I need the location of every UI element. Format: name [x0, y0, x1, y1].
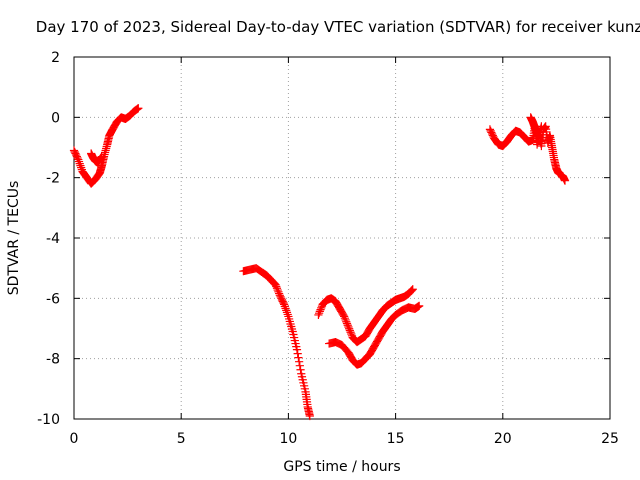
- data-point: [292, 345, 302, 354]
- data-point: [486, 126, 495, 136]
- data-point: [288, 327, 297, 336]
- y-tick-label: -6: [46, 291, 60, 307]
- data-point: [300, 381, 309, 390]
- data-point: [70, 147, 79, 157]
- x-tick-label: 25: [601, 431, 619, 447]
- data-point: [339, 311, 348, 320]
- data-point: [290, 333, 299, 342]
- data-point: [73, 153, 82, 163]
- data-point: [300, 384, 309, 393]
- data-point: [71, 149, 80, 158]
- data-point: [487, 128, 496, 137]
- y-tick-label: 2: [51, 50, 60, 66]
- data-point: [487, 129, 497, 139]
- y-tick-label: -2: [46, 171, 60, 187]
- data-point: [279, 298, 288, 307]
- y-tick-label: 0: [51, 110, 60, 126]
- x-axis-label: GPS time / hours: [283, 459, 400, 475]
- data-point: [72, 152, 81, 161]
- data-point: [293, 349, 302, 358]
- data-point: [277, 294, 286, 303]
- data-point: [415, 301, 424, 310]
- x-tick-label: 15: [387, 431, 405, 447]
- data-point: [278, 297, 287, 306]
- data-point: [297, 372, 307, 381]
- series-early-morning: [69, 104, 143, 188]
- data-point: [296, 365, 305, 374]
- y-axis-label: SDTVAR / TECUs: [6, 181, 22, 296]
- data-point: [407, 286, 416, 295]
- series-evening-branch: [526, 113, 546, 140]
- plot-frame: [73, 56, 611, 420]
- data-point: [298, 375, 307, 384]
- x-tick-label: 20: [494, 431, 512, 447]
- data-point: [294, 353, 303, 362]
- y-tick-label: -4: [46, 231, 60, 247]
- data-point: [275, 291, 284, 300]
- data-point: [72, 150, 81, 160]
- data-point: [295, 361, 304, 370]
- data-point: [277, 295, 287, 304]
- chart-title: Day 170 of 2023, Sidereal Day-to-day VTE…: [36, 18, 640, 36]
- data-points: [69, 104, 570, 421]
- x-tick-label: 10: [279, 431, 297, 447]
- x-tick-label: 0: [70, 431, 79, 447]
- data-point: [305, 411, 314, 421]
- data-point: [485, 125, 495, 134]
- data-point: [297, 369, 306, 378]
- x-tick-label: 5: [177, 431, 186, 447]
- series-early-morning-branch: [87, 149, 106, 167]
- gridlines: [74, 57, 610, 419]
- data-point: [276, 292, 285, 301]
- data-point: [537, 122, 546, 131]
- data-point: [299, 378, 308, 387]
- data-point: [290, 336, 299, 345]
- data-point: [291, 339, 300, 348]
- data-point: [295, 357, 304, 366]
- y-tick-label: -10: [37, 412, 60, 428]
- series-midday-upper: [314, 285, 417, 347]
- y-tick-label: -8: [46, 352, 60, 368]
- data-point: [560, 176, 570, 185]
- data-point: [407, 285, 417, 295]
- data-point: [289, 330, 298, 339]
- data-point: [97, 152, 106, 161]
- tick-labels: 0 5 10 15 20 25 -10 -8 -6 -4 -2 0 2: [37, 50, 619, 447]
- data-point: [134, 104, 143, 113]
- series-morning-descent: [239, 264, 314, 421]
- data-point: [292, 342, 301, 351]
- series-midday-lower: [325, 301, 424, 369]
- data-point: [69, 146, 79, 155]
- data-point: [408, 285, 417, 294]
